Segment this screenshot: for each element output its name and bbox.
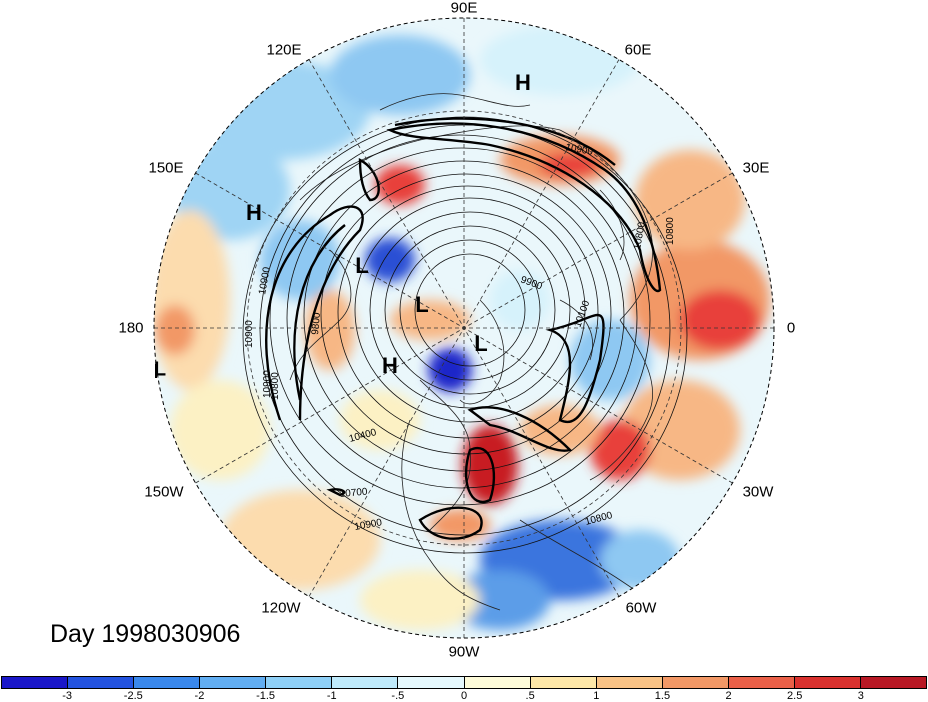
longitude-label-30w: 30W <box>742 483 774 501</box>
low-pressure-label: L <box>355 253 369 278</box>
colorbar <box>1 676 927 689</box>
colorbar-segment <box>662 677 729 688</box>
colorbar-segment <box>530 677 597 688</box>
longitude-label-180: 180 <box>118 319 144 337</box>
colorbar-tick-label: -1 <box>326 690 337 702</box>
colorbar-tick-label: -2 <box>194 690 205 702</box>
low-pressure-label: L <box>153 358 167 381</box>
longitude-label-30e: 30E <box>742 159 770 177</box>
contour-label: 10900 <box>244 320 255 348</box>
longitude-label-0: 0 <box>786 319 796 337</box>
low-pressure-label: L <box>474 331 488 356</box>
colorbar-segment <box>728 677 795 688</box>
contour-label: 10800 <box>632 221 648 251</box>
longitude-label-90w: 90W <box>448 643 480 661</box>
colorbar-tick-label: -3 <box>62 690 73 702</box>
colorbar-segment <box>861 677 927 688</box>
contour-label: 9800 <box>310 312 323 336</box>
height-contours <box>242 116 688 554</box>
longitude-label-120e: 120E <box>266 41 302 59</box>
longitude-label-150w: 150W <box>144 483 184 501</box>
day-label: Day 1998030906 <box>50 620 241 648</box>
contour-label: 10900 <box>354 517 384 533</box>
high-pressure-label: H <box>515 70 531 95</box>
colorbar-tick-label: 2.5 <box>787 690 803 702</box>
contour-label: 10800 <box>665 217 676 245</box>
high-pressure-label: H <box>382 353 398 378</box>
colorbar-tick-label: 2 <box>725 690 732 702</box>
coastlines <box>289 93 701 638</box>
jet-contours <box>265 117 662 540</box>
longitude-label-150e: 150E <box>148 159 184 177</box>
colorbar-segment <box>398 677 465 688</box>
colorbar-segment <box>68 677 135 688</box>
longitude-label-60e: 60E <box>624 41 652 59</box>
colorbar-tick-label: -2.5 <box>123 690 143 702</box>
colorbar-segment <box>200 677 267 688</box>
colorbar-tick-label: 0 <box>460 690 468 702</box>
contour-label: 10900 <box>262 370 273 398</box>
colorbar-segment <box>596 677 663 688</box>
colorbar-tick-label: 1.5 <box>654 690 671 702</box>
colorbar-tick-label: 3 <box>857 690 864 702</box>
anomaly-field <box>154 18 774 638</box>
contour-label: 10900 <box>257 266 273 296</box>
colorbar-segment <box>332 677 399 688</box>
colorbar-tick-label: -.5 <box>391 690 405 702</box>
longitude-label-60w: 60W <box>625 599 657 617</box>
colorbar-segment <box>2 677 69 688</box>
low-pressure-label: L <box>415 292 429 317</box>
colorbar-segment <box>266 677 333 688</box>
high-pressure-label: H <box>246 200 262 225</box>
longitude-label-120w: 120W <box>261 599 301 617</box>
map-border <box>153 17 775 639</box>
colorbar-tick-label: .5 <box>525 690 535 702</box>
colorbar-tick-label: -1.5 <box>256 690 276 702</box>
colorbar-segment <box>464 677 531 688</box>
longitude-label-90e: 90E <box>450 0 478 17</box>
contour-label: 10700 <box>339 487 368 500</box>
colorbar-tick-label: 1 <box>593 690 600 702</box>
colorbar-segment <box>794 677 862 688</box>
contour-label: 10800 <box>270 372 281 400</box>
colorbar-segment <box>134 677 201 688</box>
contour-label: 10900 <box>564 142 594 158</box>
graticule <box>154 18 774 638</box>
